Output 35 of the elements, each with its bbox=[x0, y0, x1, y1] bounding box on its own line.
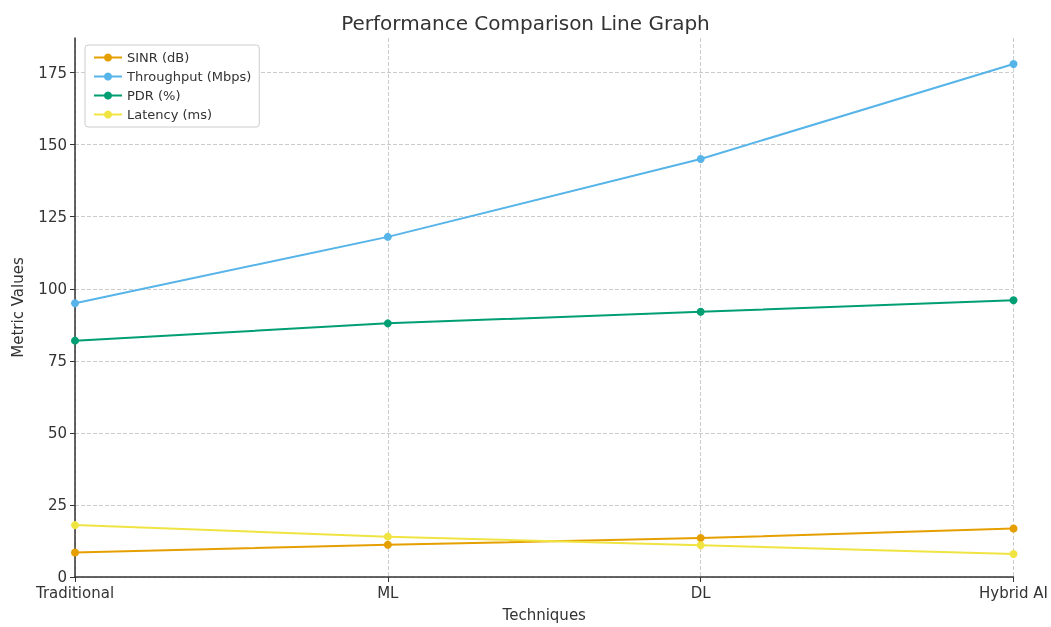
legend-label: Throughput (Mbps) bbox=[126, 69, 252, 84]
legend-label: PDR (%) bbox=[127, 88, 181, 103]
y-tick-label: 0 bbox=[57, 568, 67, 586]
y-tick-label: 150 bbox=[38, 135, 67, 154]
x-axis-title: Techniques bbox=[501, 605, 587, 624]
point bbox=[383, 532, 392, 541]
y-tick-label: 100 bbox=[38, 279, 67, 298]
x-tick-label: Hybrid AI bbox=[979, 583, 1049, 602]
point bbox=[1009, 549, 1018, 558]
chart-title: Performance Comparison Line Graph bbox=[341, 11, 710, 35]
point bbox=[383, 319, 392, 328]
y-tick-label: 75 bbox=[47, 351, 67, 370]
point bbox=[71, 521, 79, 530]
point bbox=[383, 232, 392, 241]
y-tick-label: 175 bbox=[38, 63, 67, 82]
y-tick-label: 25 bbox=[47, 495, 67, 514]
legend-label: SINR (dB) bbox=[127, 50, 190, 65]
legend-label: Latency (ms) bbox=[127, 107, 213, 122]
x-tick-label: DL bbox=[690, 583, 712, 602]
y-axis-title: Metric Values bbox=[8, 257, 27, 358]
point bbox=[696, 534, 705, 543]
x-tick-label: ML bbox=[377, 583, 400, 602]
point bbox=[696, 307, 705, 316]
y-tick-label: 50 bbox=[47, 423, 67, 442]
point bbox=[383, 540, 392, 549]
point bbox=[71, 299, 79, 308]
point bbox=[1009, 524, 1018, 533]
point bbox=[71, 336, 79, 345]
point bbox=[696, 155, 705, 164]
point bbox=[1009, 59, 1018, 68]
point bbox=[71, 548, 79, 557]
point bbox=[1009, 296, 1018, 305]
x-tick-label: Traditional bbox=[34, 583, 115, 602]
y-tick-label: 125 bbox=[38, 207, 67, 226]
point bbox=[696, 541, 705, 550]
